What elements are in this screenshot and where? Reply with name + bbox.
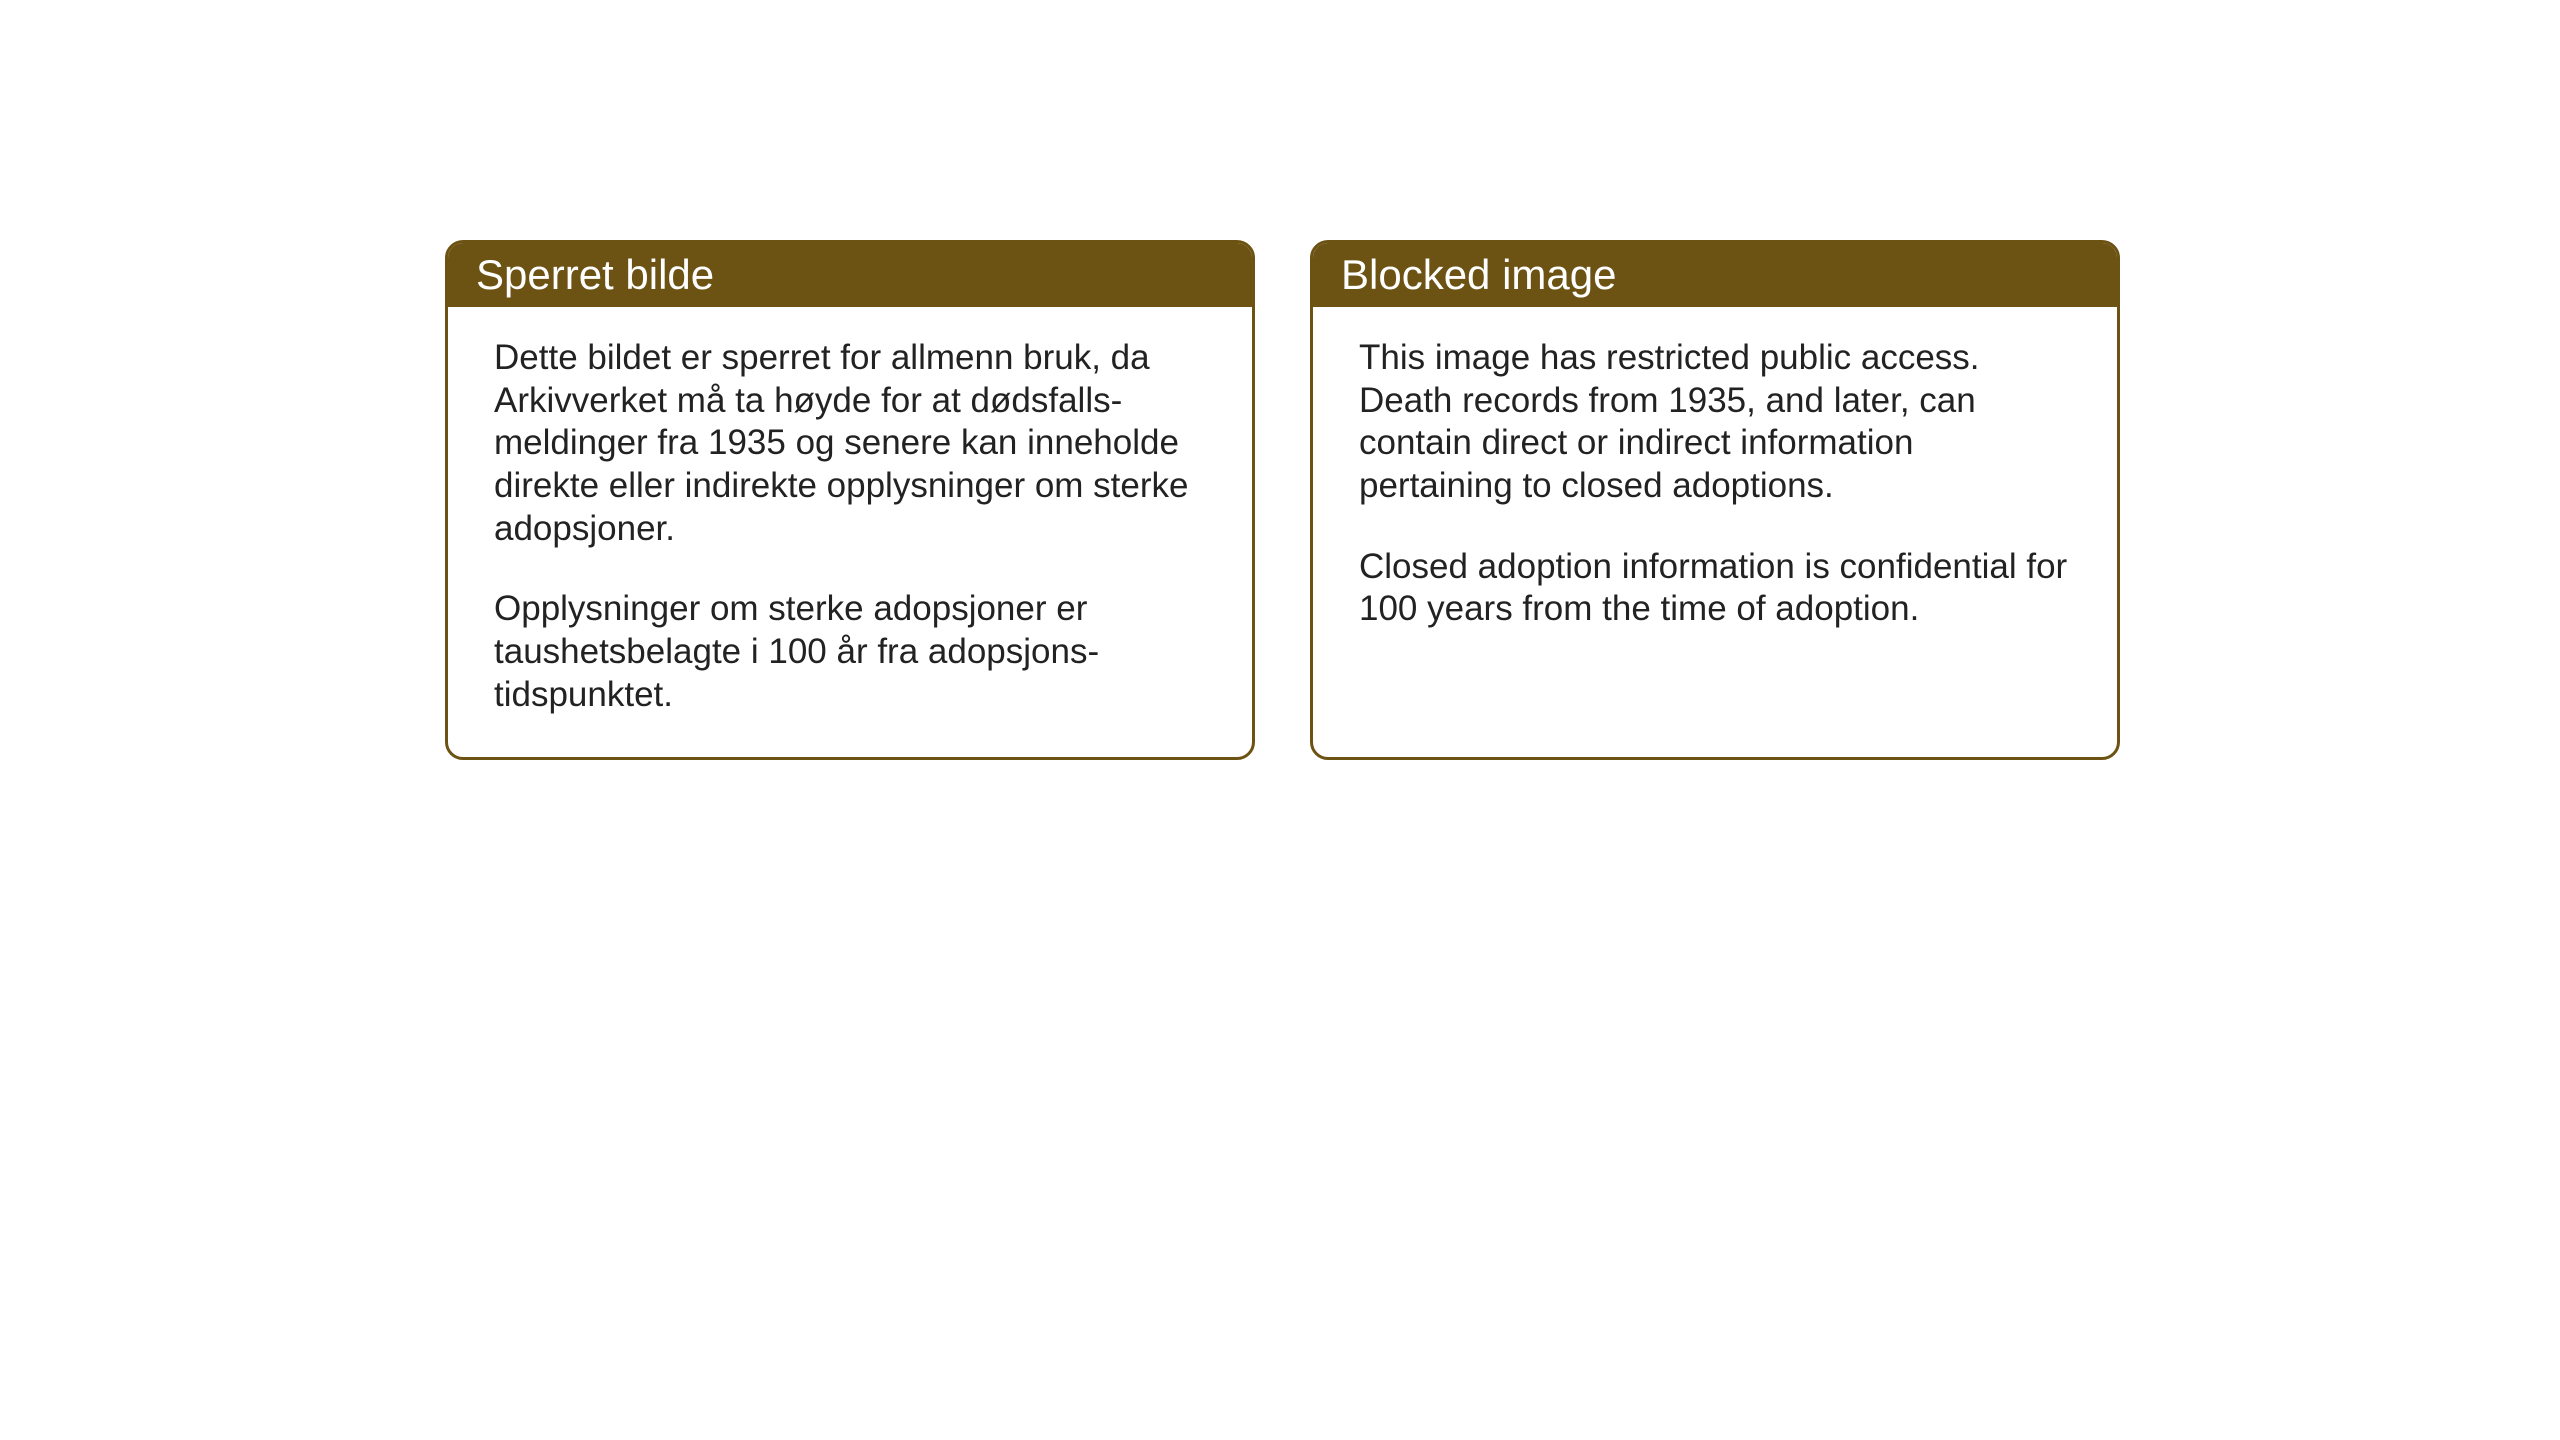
english-notice-card: Blocked image This image has restricted … <box>1310 240 2120 760</box>
english-paragraph-2: Closed adoption information is confident… <box>1359 546 2071 631</box>
norwegian-paragraph-2: Opplysninger om sterke adopsjoner er tau… <box>494 588 1206 716</box>
norwegian-card-body: Dette bildet er sperret for allmenn bruk… <box>448 307 1252 757</box>
notice-container: Sperret bilde Dette bildet er sperret fo… <box>445 240 2120 760</box>
norwegian-card-title: Sperret bilde <box>448 243 1252 307</box>
english-card-body: This image has restricted public access.… <box>1313 307 2117 671</box>
norwegian-notice-card: Sperret bilde Dette bildet er sperret fo… <box>445 240 1255 760</box>
norwegian-paragraph-1: Dette bildet er sperret for allmenn bruk… <box>494 337 1206 550</box>
english-card-title: Blocked image <box>1313 243 2117 307</box>
english-paragraph-1: This image has restricted public access.… <box>1359 337 2071 508</box>
